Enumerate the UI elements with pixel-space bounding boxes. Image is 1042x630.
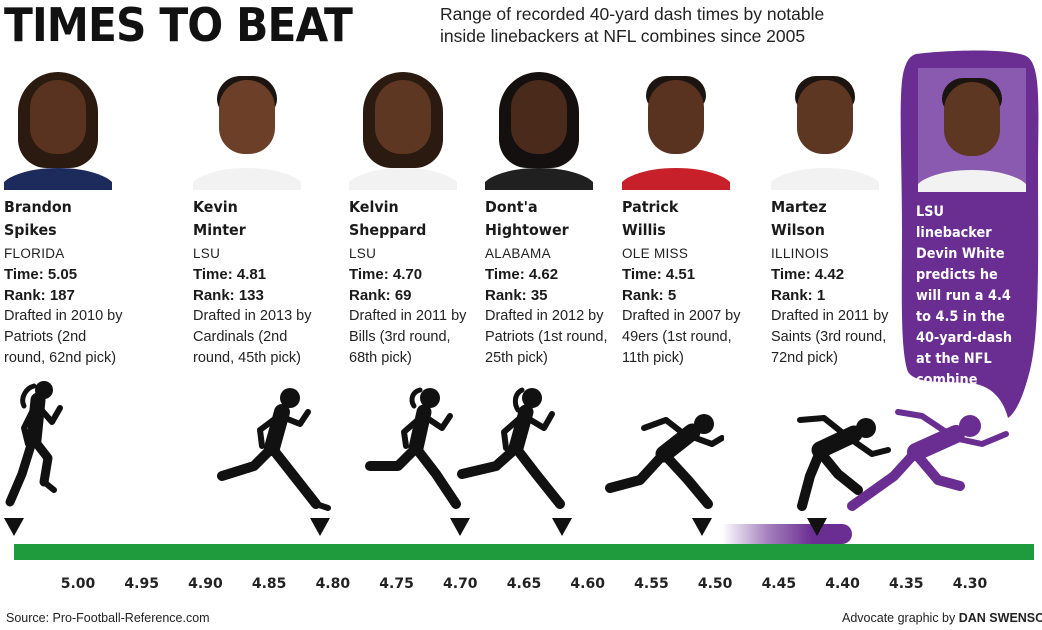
x-axis-tick-label: 4.85 [251,576,287,592]
chart-subtitle: Range of recorded 40-yard dash times by … [440,4,825,46]
player-card: Martez Wilson ILLINOIS Time: 4.42 Rank: 1… [771,66,896,369]
time-marker [692,518,713,536]
runner-silhouette [605,414,724,509]
player-last-name: Willis [622,221,666,239]
chart-title: TIMES TO BEAT [4,0,353,52]
player-last-name: Spikes [4,221,57,239]
x-axis-tick-label: 4.40 [825,576,860,592]
x-axis-tick-label: 4.90 [188,576,223,592]
player-rank: Rank: 133 [193,287,264,304]
runner-silhouette [217,388,331,511]
player-rank: Rank: 187 [4,287,75,304]
x-axis-tick-label: 4.75 [379,576,414,592]
player-card: Kelvin Sheppard LSU Time: 4.70 Rank: 69 D… [349,66,474,369]
x-axis-tick-label: 5.00 [60,576,96,592]
player-photo [622,66,730,190]
player-time: Time: 4.70 [349,266,423,283]
player-photo [771,66,879,190]
player-time: Time: 4.42 [771,266,845,283]
time-axis-track [14,544,1034,560]
player-first-name: Kelvin [349,198,399,216]
player-rank: Rank: 35 [485,287,548,304]
player-drafted: Drafted in 2013 by Cardinals (2nd round,… [193,308,312,366]
player-time: Time: 4.51 [622,266,696,283]
player-drafted: Drafted in 2007 by 49ers (1st round, 11t… [622,308,741,366]
player-card: Patrick Willis OLE MISS Time: 4.51 Rank: … [622,66,747,369]
player-first-name: Dont'a [485,198,538,216]
player-last-name: Minter [193,221,246,239]
player-photo [193,66,301,190]
player-first-name: Martez [771,198,827,216]
runner-silhouette [797,415,891,511]
player-school: FLORIDA [4,246,65,261]
player-card: Kevin Minter LSU Time: 4.81 Rank: 133 Dra… [193,66,318,369]
x-axis-tick-label: 4.45 [761,576,797,592]
player-drafted: Drafted in 2011 by Bills (3rd round, 68t… [349,308,467,366]
runner-silhouette-purple [847,409,1009,511]
player-drafted: Drafted in 2010 by Patriots (2nd round, … [4,308,123,366]
devin-white-callout: LSU linebacker Devin White predicts he w… [898,50,1040,420]
player-drafted: Drafted in 2011 by Saints (3rd round, 72… [771,308,889,366]
x-axis-tick-label: 4.35 [889,576,924,592]
x-axis-tick-label: 4.50 [697,576,733,592]
player-first-name: Brandon [4,198,72,216]
x-axis-tick-label: 4.70 [443,576,478,592]
player-photo [349,66,457,190]
source-note: Source: Pro-Football-Reference.com [6,611,210,625]
player-time: Time: 5.05 [4,266,78,283]
player-drafted: Drafted in 2012 by Patriots (1st round, … [485,308,608,366]
player-time: Time: 4.62 [485,266,559,283]
graphic-credit: Advocate graphic by DAN SWENSON [842,611,1042,625]
player-photo [485,66,593,190]
player-school: LSU [193,246,221,261]
player-last-name: Wilson [771,221,825,239]
runner-silhouette [5,381,63,507]
player-school: LSU [349,246,377,261]
runner-silhouette [365,387,461,509]
x-axis-tick-label: 4.55 [634,576,669,592]
player-last-name: Sheppard [349,221,427,239]
runner-silhouette [457,387,565,509]
credit-name: DAN SWENSON [958,611,1042,625]
time-marker [552,518,573,536]
player-card: Dont'a Hightower ALABAMA Time: 4.62 Rank:… [485,66,610,369]
player-card: Brandon Spikes FLORIDA Time: 5.05 Rank: 1… [4,66,129,369]
time-marker [450,518,471,536]
projection-range-bar [722,524,852,544]
callout-text: LSU linebacker Devin White predicts he w… [916,204,1013,388]
player-school: ALABAMA [485,246,551,261]
x-axis-tick-label: 4.95 [124,576,159,592]
player-first-name: Kevin [193,198,238,216]
player-first-name: Patrick [622,198,679,216]
player-school: ILLINOIS [771,246,829,261]
time-marker [4,518,25,536]
time-marker [310,518,331,536]
player-rank: Rank: 1 [771,287,826,304]
player-time: Time: 4.81 [193,266,267,283]
player-last-name: Hightower [485,221,569,239]
player-rank: Rank: 5 [622,287,677,304]
x-axis-tick-label: 4.65 [506,576,542,592]
player-school: OLE MISS [622,246,689,261]
x-axis-tick-label: 4.60 [570,576,605,592]
player-rank: Rank: 69 [349,287,412,304]
x-axis-tick-label: 4.80 [315,576,351,592]
credit-prefix: Advocate graphic by [842,611,959,625]
x-axis-tick-label: 4.30 [952,576,988,592]
time-marker [807,518,828,536]
devin-white-photo [918,68,1026,192]
player-photo [4,66,112,190]
